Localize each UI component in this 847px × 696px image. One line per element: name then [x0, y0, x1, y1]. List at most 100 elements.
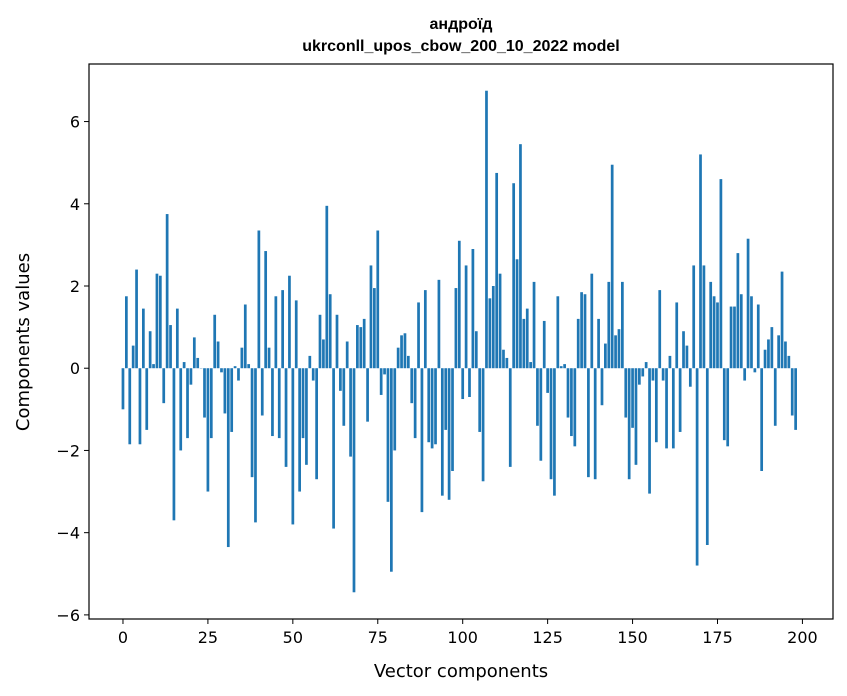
bar-20: [189, 368, 193, 385]
bar-85: [410, 368, 414, 404]
x-axis-label: Vector components: [374, 661, 548, 682]
bar-91: [430, 368, 434, 449]
bar-62: [332, 368, 335, 529]
bar-16: [175, 308, 179, 369]
bar-1: [125, 296, 128, 369]
x-tick-label-8: 200: [787, 628, 818, 647]
bar-148: [624, 368, 628, 418]
bar-51: [294, 300, 298, 369]
x-tick-label-5: 125: [532, 628, 563, 647]
bar-174: [712, 296, 716, 369]
bar-25: [206, 368, 210, 492]
bar-44: [271, 368, 274, 437]
bar-41: [260, 368, 264, 416]
bar-9: [152, 364, 155, 369]
bar-196: [787, 355, 791, 369]
bar-109: [491, 286, 495, 369]
bar-164: [678, 368, 682, 432]
bar-71: [362, 318, 366, 369]
bar-162: [671, 368, 675, 449]
bar-69: [356, 325, 359, 369]
bar-181: [736, 253, 740, 369]
bar-13: [165, 214, 169, 369]
bar-35: [240, 347, 244, 369]
bar-108: [488, 298, 492, 369]
bar-14: [169, 325, 172, 369]
bar-77: [383, 368, 386, 375]
bar-36: [243, 304, 247, 369]
bar-64: [339, 368, 342, 391]
bar-175: [716, 302, 719, 369]
bar-189: [763, 349, 767, 369]
bar-160: [665, 368, 668, 449]
x-axis: 0 25 50 75 100 125 150 175 200: [118, 619, 818, 647]
bars-group: [121, 90, 797, 593]
bar-138: [590, 273, 594, 369]
bar-4: [135, 269, 138, 369]
bar-67: [349, 368, 352, 457]
bar-52: [298, 368, 301, 492]
bar-127: [553, 368, 556, 496]
bar-37: [247, 364, 251, 369]
bar-63: [335, 314, 339, 369]
y-tick-label-3: 0: [70, 359, 80, 378]
bar-96: [447, 368, 451, 500]
chart-title-line1: андроїд: [430, 16, 493, 33]
bar-10: [155, 273, 159, 369]
bar-113: [505, 357, 509, 369]
bar-154: [644, 362, 648, 369]
bar-191: [770, 327, 774, 369]
bar-60: [325, 205, 329, 369]
bar-141: [600, 368, 604, 406]
y-tick-label-2: −2: [56, 441, 80, 460]
bar-114: [508, 368, 512, 467]
bar-22: [196, 357, 200, 369]
bar-97: [451, 368, 454, 471]
bar-66: [345, 341, 349, 369]
bar-95: [444, 368, 448, 430]
bar-49: [288, 275, 291, 369]
bar-11: [158, 275, 162, 369]
bar-123: [539, 368, 543, 461]
bar-58: [318, 314, 322, 369]
bar-115: [512, 183, 516, 369]
bar-163: [675, 302, 679, 369]
bar-112: [502, 349, 505, 369]
y-tick-label-0: −6: [56, 606, 80, 625]
bar-33: [233, 366, 237, 369]
bar-68: [352, 368, 356, 593]
bar-6: [142, 308, 145, 369]
bar-48: [284, 368, 288, 467]
bar-21: [192, 337, 196, 369]
bar-56: [311, 368, 315, 381]
bar-34: [237, 368, 240, 381]
bar-185: [750, 296, 753, 369]
bar-104: [474, 331, 478, 369]
bar-120: [529, 362, 532, 369]
bar-46: [277, 368, 281, 439]
bar-28: [216, 341, 220, 369]
bar-93: [437, 279, 441, 369]
bar-7: [145, 368, 149, 430]
bar-100: [461, 368, 465, 400]
bar-187: [756, 304, 760, 369]
bar-59: [322, 339, 325, 369]
bar-73: [369, 265, 373, 369]
bar-87: [417, 302, 420, 369]
bar-26: [209, 368, 213, 439]
bar-135: [580, 292, 583, 369]
bar-186: [753, 368, 757, 373]
bar-72: [366, 368, 369, 422]
y-axis: −6 −4 −2 0 2 4 6: [56, 113, 89, 625]
bar-137: [587, 368, 590, 478]
bar-74: [373, 288, 376, 369]
bar-19: [186, 368, 189, 439]
bar-159: [661, 368, 665, 381]
bar-12: [162, 368, 166, 404]
bar-178: [726, 368, 730, 447]
bar-117: [519, 144, 522, 369]
bar-180: [733, 306, 736, 369]
bar-121: [532, 281, 536, 369]
bar-40: [257, 230, 261, 369]
bar-133: [573, 368, 577, 447]
